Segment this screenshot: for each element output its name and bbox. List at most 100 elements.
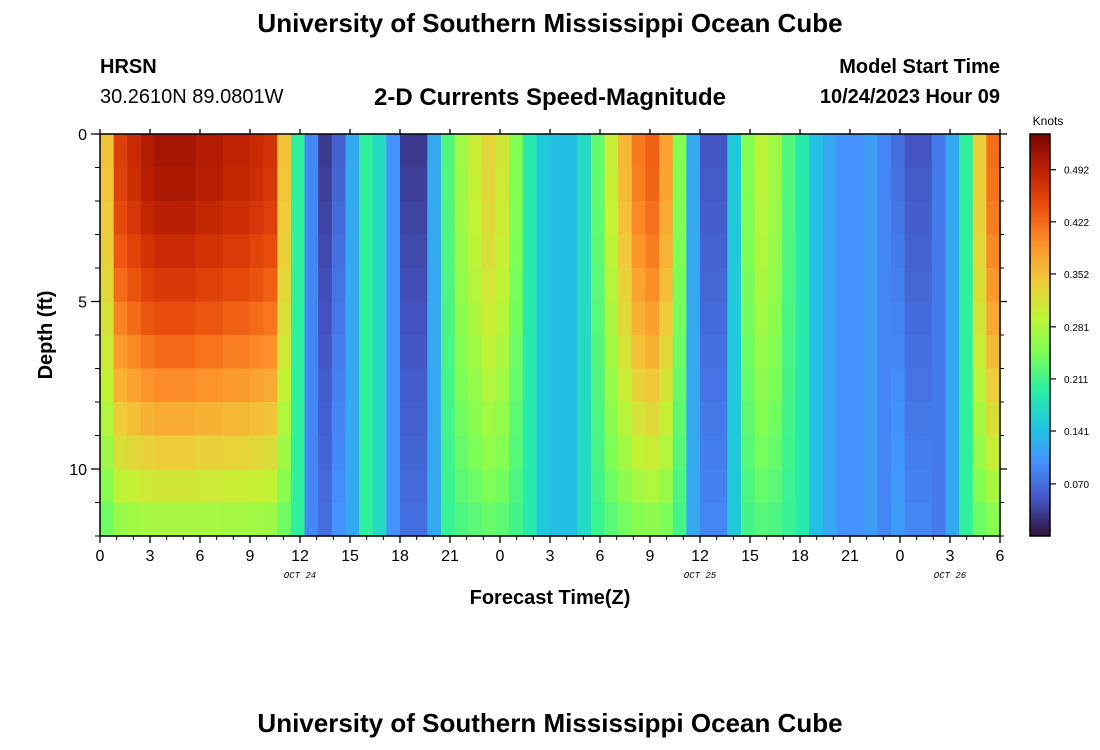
x-tick-label: 0: [496, 548, 505, 565]
heatmap-cell: [427, 167, 442, 202]
heatmap-cell: [277, 335, 292, 370]
heatmap-cell: [440, 201, 456, 236]
heatmap-cell: [509, 201, 524, 236]
heatmap-cell: [904, 502, 919, 537]
heatmap-cell: [809, 335, 824, 370]
heatmap-cell: [236, 201, 251, 236]
heatmap-cell: [345, 134, 360, 169]
heatmap-cell: [195, 268, 210, 303]
heatmap-cell: [413, 234, 428, 269]
heatmap-cell: [577, 435, 592, 470]
heatmap-cell: [809, 435, 824, 470]
heatmap-cell: [959, 268, 974, 303]
heatmap-cell: [768, 234, 783, 269]
heatmap-cell: [154, 301, 169, 336]
heatmap-cell: [577, 469, 592, 504]
heatmap-cell: [645, 268, 660, 303]
heatmap-cell: [440, 335, 456, 370]
heatmap-cell: [127, 268, 142, 303]
heatmap-cell: [822, 268, 837, 303]
heatmap-cell: [577, 268, 592, 303]
heatmap-cell: [304, 301, 319, 336]
heatmap-cell: [809, 167, 824, 202]
heatmap-cell: [304, 335, 319, 370]
heatmap-cell: [945, 335, 960, 370]
heatmap-cell: [290, 134, 306, 169]
heatmap-cell: [931, 502, 947, 537]
heatmap-cell: [509, 469, 524, 504]
heatmap-cell: [945, 368, 960, 403]
heatmap-cell: [127, 435, 142, 470]
heatmap-cell: [631, 234, 647, 269]
heatmap-cell: [100, 402, 115, 437]
heatmap-cell: [590, 167, 606, 202]
x-tick-label: 0: [896, 548, 905, 565]
heatmap-cell: [318, 502, 333, 537]
heatmap-cell: [427, 402, 442, 437]
heatmap-cell: [209, 435, 224, 470]
heatmap-cell: [236, 435, 251, 470]
heatmap-cell: [331, 268, 347, 303]
heatmap-cell: [754, 402, 769, 437]
heatmap-cell: [590, 268, 606, 303]
heatmap-cell: [563, 268, 578, 303]
heatmap-cell: [645, 335, 660, 370]
heatmap-cell: [113, 335, 128, 370]
heatmap-cell: [904, 368, 919, 403]
heatmap-cell: [400, 301, 415, 336]
heatmap-cell: [740, 335, 756, 370]
heatmap-cell: [250, 502, 265, 537]
heatmap-cell: [890, 435, 906, 470]
heatmap-cell: [931, 435, 947, 470]
heatmap-cell: [890, 368, 906, 403]
date-label: OCT 25: [684, 571, 717, 581]
heatmap-cell: [809, 234, 824, 269]
heatmap-cell: [372, 368, 387, 403]
heatmap-cell: [754, 368, 769, 403]
heatmap-cell: [795, 435, 810, 470]
heatmap-cell: [740, 368, 756, 403]
heatmap-cell: [372, 435, 387, 470]
heatmap-cell: [277, 435, 292, 470]
heatmap-cell: [659, 134, 674, 169]
model-start-label: Model Start Time: [839, 56, 1000, 78]
heatmap-cell: [113, 368, 128, 403]
heatmap-cell: [972, 234, 987, 269]
heatmap-cell: [700, 134, 715, 169]
heatmap-cell: [945, 502, 960, 537]
heatmap-cell: [836, 368, 851, 403]
heatmap-cell: [331, 167, 347, 202]
heatmap-cell: [781, 502, 797, 537]
heatmap-cell: [372, 335, 387, 370]
heatmap-cell: [631, 335, 647, 370]
heatmap-cell: [604, 402, 619, 437]
heatmap-cell: [250, 167, 265, 202]
page-title: University of Southern Mississippi Ocean…: [257, 8, 843, 38]
heatmap-cell: [454, 234, 469, 269]
heatmap-cell: [945, 402, 960, 437]
heatmap-cell: [645, 301, 660, 336]
heatmap-cell: [618, 469, 633, 504]
heatmap-cell: [481, 301, 497, 336]
heatmap-cell: [440, 301, 456, 336]
heatmap-cell: [563, 234, 578, 269]
heatmap-cell: [209, 402, 224, 437]
heatmap-cell: [481, 268, 497, 303]
heatmap-cell: [890, 301, 906, 336]
heatmap-cell: [972, 435, 987, 470]
heatmap-cell: [700, 435, 715, 470]
heatmap-cell: [100, 234, 115, 269]
heatmap-cell: [195, 335, 210, 370]
heatmap-cell: [659, 268, 674, 303]
heatmap-cell: [890, 469, 906, 504]
x-tick-label: 6: [996, 548, 1005, 565]
heatmap-cell: [659, 167, 674, 202]
heatmap-cell: [754, 435, 769, 470]
heatmap-cell: [386, 335, 401, 370]
heatmap-cell: [318, 134, 333, 169]
heatmap-cell: [209, 234, 224, 269]
heatmap-cell: [372, 301, 387, 336]
heatmap-cell: [713, 335, 728, 370]
heatmap-cell: [931, 134, 947, 169]
heatmap-cell: [918, 301, 933, 336]
